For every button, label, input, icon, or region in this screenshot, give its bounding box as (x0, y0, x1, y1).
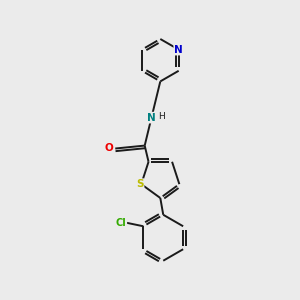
Text: Cl: Cl (116, 218, 126, 228)
Text: O: O (104, 143, 113, 153)
Text: H: H (158, 112, 165, 121)
Text: N: N (174, 45, 183, 55)
Text: N: N (147, 112, 156, 123)
Text: S: S (136, 179, 143, 189)
